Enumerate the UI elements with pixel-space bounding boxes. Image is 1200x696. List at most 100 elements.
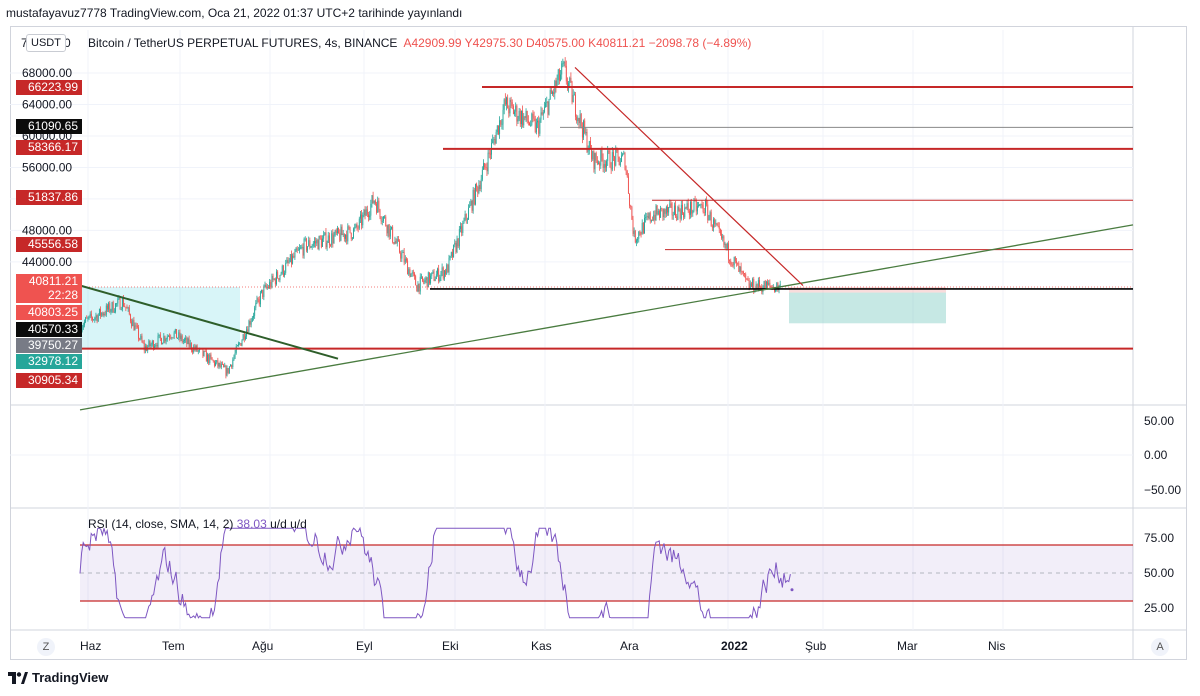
candle-body [297, 249, 299, 251]
rsi-last-point [790, 588, 794, 592]
candle-body [462, 223, 464, 233]
candle-body [539, 119, 541, 134]
candle-body [299, 248, 300, 250]
candle-body [730, 260, 732, 265]
timezone-toggle-button[interactable]: Z [37, 638, 55, 656]
candle-body [255, 303, 257, 308]
candle-body [692, 210, 694, 214]
candle-body [293, 255, 295, 258]
candle-body [468, 207, 469, 220]
candle-body [355, 224, 357, 228]
candle-body [149, 340, 151, 346]
candle-body [749, 283, 751, 289]
candle-body [471, 200, 473, 211]
candle-body [523, 116, 525, 126]
candle-body [496, 125, 498, 133]
candle-body [107, 305, 108, 310]
candle-body [262, 289, 264, 297]
candle-body [485, 167, 487, 169]
candle-body [576, 116, 578, 122]
candle-body [349, 226, 351, 233]
candle-body [165, 339, 167, 342]
candle-body [84, 321, 85, 326]
time-axis-label: Haz [80, 639, 101, 653]
candle-body [181, 335, 183, 342]
candle-body [383, 216, 384, 221]
candle-body [603, 164, 605, 169]
candle-body [308, 240, 310, 247]
candle-body [556, 79, 558, 87]
candle-body [211, 357, 213, 361]
candle-body [403, 252, 405, 263]
candle-body [138, 327, 139, 339]
candle-body [228, 366, 230, 373]
candle-body [234, 352, 236, 357]
candle-body [243, 334, 245, 340]
candle-body [529, 122, 530, 126]
candle-body [286, 260, 288, 264]
candle-body [409, 269, 411, 277]
candle-body [357, 227, 359, 229]
candle-body [593, 151, 595, 170]
candle-body [583, 120, 584, 138]
candle-body [82, 325, 84, 328]
rsi-legend[interactable]: RSI (14, close, SMA, 14, 2) 38.03 u/d u/… [88, 517, 307, 531]
candle-body [638, 231, 640, 239]
rsi-band-fill [80, 545, 1133, 601]
candle-body [159, 334, 161, 339]
candle-body [445, 270, 446, 275]
candle-body [109, 303, 111, 312]
candle-body [738, 263, 740, 272]
candle-body [741, 271, 743, 272]
candle-body [130, 314, 131, 322]
candle-body [254, 307, 256, 316]
price-label-tag: 45556.58 [16, 237, 82, 252]
auto-scale-button[interactable]: A [1151, 638, 1169, 656]
candle-body [504, 99, 506, 105]
candle-body [202, 349, 204, 356]
candle-body [387, 224, 389, 234]
candle-body [277, 271, 279, 279]
candle-body [162, 342, 164, 345]
candle-body [209, 354, 211, 364]
candle-body [142, 341, 144, 343]
candle-body [711, 226, 713, 228]
candle-body [94, 317, 96, 320]
candle-body [562, 63, 564, 65]
candle-body [553, 92, 555, 94]
candle-body [740, 266, 742, 272]
currency-badge[interactable]: USDT [26, 34, 66, 52]
candle-body [763, 281, 765, 289]
candle-body [187, 338, 189, 345]
candle-body [121, 298, 123, 310]
candle-body [469, 205, 471, 208]
candle-body [334, 230, 336, 236]
candle-body [487, 152, 489, 172]
candle-body [630, 205, 632, 207]
candle-body [443, 270, 445, 279]
candle-body [166, 336, 168, 340]
rsi-axis-tick: 25.00 [1144, 601, 1174, 615]
candle-body [361, 214, 363, 226]
candle-body [494, 139, 496, 144]
candle-body [592, 151, 594, 160]
candle-body [515, 105, 517, 112]
candle-body [433, 271, 435, 281]
price-label-tag: 32978.12 [16, 354, 82, 369]
candle-body [412, 272, 414, 274]
candle-body [696, 205, 698, 212]
candle-body [230, 364, 231, 367]
candle-body [621, 155, 622, 162]
candle-body [292, 255, 294, 264]
candle-body [135, 325, 137, 327]
candle-body [449, 256, 451, 258]
candle-body [350, 232, 352, 239]
candle-body [105, 305, 107, 315]
candle-body [702, 204, 704, 213]
price-axis-tick: 64000.00 [22, 97, 72, 111]
candle-body [411, 272, 413, 274]
candle-body [333, 235, 335, 244]
symbol-legend[interactable]: Bitcoin / TetherUS PERPETUAL FUTURES, 4s… [88, 36, 751, 50]
candle-body [458, 228, 460, 247]
